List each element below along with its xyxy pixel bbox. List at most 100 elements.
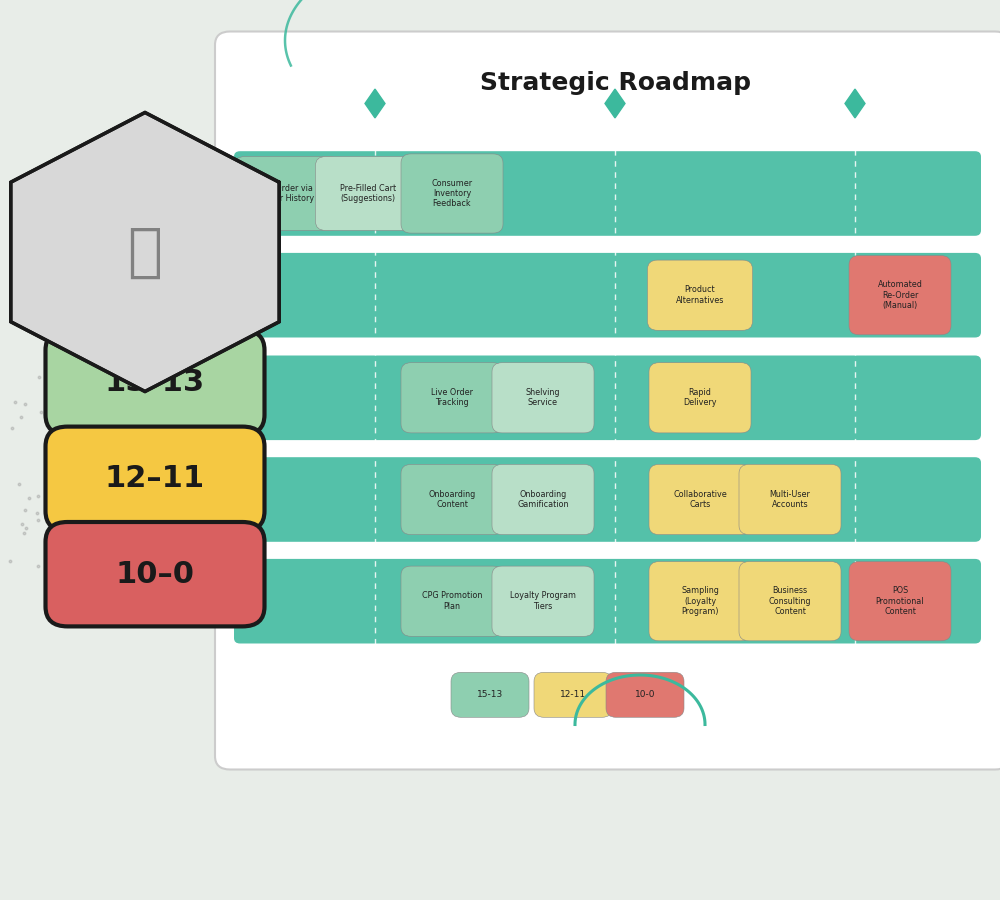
Text: CPG Promotion
Plan: CPG Promotion Plan bbox=[422, 591, 482, 611]
Point bbox=[774, 728, 790, 742]
Point bbox=[79, 540, 95, 554]
Point bbox=[690, 656, 706, 670]
Point bbox=[803, 683, 819, 698]
Point bbox=[906, 644, 922, 658]
Point bbox=[702, 734, 718, 749]
FancyBboxPatch shape bbox=[649, 562, 751, 641]
Text: Live Order
Tracking: Live Order Tracking bbox=[431, 388, 473, 408]
Point bbox=[818, 659, 834, 673]
Text: Pre-Filled Cart
(Suggestions): Pre-Filled Cart (Suggestions) bbox=[340, 184, 396, 203]
Point bbox=[687, 715, 703, 729]
FancyBboxPatch shape bbox=[234, 457, 981, 542]
Point bbox=[112, 507, 128, 521]
Point bbox=[40, 563, 56, 578]
Point bbox=[823, 641, 839, 655]
Point bbox=[927, 694, 943, 708]
Point bbox=[2, 554, 18, 568]
Point bbox=[820, 724, 836, 739]
Polygon shape bbox=[605, 89, 625, 118]
Point bbox=[171, 380, 187, 394]
Point bbox=[176, 390, 192, 404]
FancyBboxPatch shape bbox=[234, 253, 981, 338]
Point bbox=[703, 742, 719, 757]
Text: Collaborative
Carts: Collaborative Carts bbox=[673, 490, 727, 509]
Point bbox=[193, 394, 209, 409]
Point bbox=[949, 744, 965, 759]
Point bbox=[102, 356, 118, 370]
FancyBboxPatch shape bbox=[739, 562, 841, 641]
Point bbox=[857, 680, 873, 695]
Point bbox=[687, 626, 703, 641]
Point bbox=[912, 624, 928, 638]
Point bbox=[718, 668, 734, 682]
Point bbox=[170, 358, 186, 373]
Point bbox=[949, 729, 965, 743]
Point bbox=[151, 479, 167, 493]
Point bbox=[872, 686, 888, 700]
Point bbox=[199, 363, 215, 377]
FancyBboxPatch shape bbox=[316, 157, 420, 230]
Point bbox=[63, 473, 79, 488]
Point bbox=[966, 706, 982, 720]
Point bbox=[140, 433, 156, 447]
Point bbox=[74, 486, 90, 500]
Point bbox=[17, 502, 33, 517]
Point bbox=[169, 438, 185, 453]
Point bbox=[122, 355, 138, 369]
Point bbox=[165, 364, 181, 379]
Text: The easiest and most intuitive
way to manage a tiendita: The easiest and most intuitive way to ma… bbox=[63, 489, 235, 510]
Text: 15–13: 15–13 bbox=[105, 368, 205, 397]
Point bbox=[748, 647, 764, 662]
Point bbox=[128, 450, 144, 464]
Point bbox=[202, 533, 218, 547]
Text: Product
Alternatives: Product Alternatives bbox=[676, 285, 724, 305]
Text: Never run out of
stock: Never run out of stock bbox=[142, 284, 235, 306]
FancyBboxPatch shape bbox=[401, 464, 503, 535]
Point bbox=[65, 440, 81, 454]
Point bbox=[970, 691, 986, 706]
Point bbox=[158, 509, 174, 524]
Point bbox=[906, 664, 922, 679]
Point bbox=[60, 517, 76, 531]
Point bbox=[162, 546, 178, 561]
Point bbox=[894, 626, 910, 640]
Point bbox=[90, 392, 106, 407]
Point bbox=[67, 518, 83, 533]
Point bbox=[961, 689, 977, 704]
Point bbox=[948, 718, 964, 733]
Point bbox=[17, 397, 33, 411]
Text: 12–11: 12–11 bbox=[105, 464, 205, 493]
Text: Onboarding
Gamification: Onboarding Gamification bbox=[517, 490, 569, 509]
Point bbox=[935, 636, 951, 651]
Point bbox=[163, 441, 179, 455]
Text: Focus on what you do best:
consulting and selling: Focus on what you do best: consulting an… bbox=[81, 387, 235, 409]
Point bbox=[115, 562, 131, 576]
Point bbox=[872, 644, 888, 659]
Point bbox=[97, 566, 113, 580]
Point bbox=[746, 677, 762, 691]
FancyBboxPatch shape bbox=[492, 464, 594, 535]
Point bbox=[814, 706, 830, 720]
Point bbox=[200, 444, 216, 458]
FancyBboxPatch shape bbox=[492, 363, 594, 433]
Text: 10-0: 10-0 bbox=[635, 690, 655, 699]
Text: Onboarding
Content: Onboarding Content bbox=[428, 490, 476, 509]
FancyBboxPatch shape bbox=[648, 260, 753, 330]
Point bbox=[783, 714, 799, 728]
Text: POS
Promotional
Content: POS Promotional Content bbox=[876, 586, 924, 616]
Point bbox=[705, 669, 721, 683]
Point bbox=[97, 533, 113, 547]
Point bbox=[30, 513, 46, 527]
Point bbox=[683, 735, 699, 750]
Point bbox=[77, 516, 93, 530]
Point bbox=[16, 526, 32, 541]
Point bbox=[704, 688, 720, 702]
Point bbox=[972, 661, 988, 675]
Text: Loyalty Program
Tiers: Loyalty Program Tiers bbox=[510, 591, 576, 611]
Point bbox=[709, 704, 725, 718]
Point bbox=[30, 489, 46, 503]
Text: Rapid
Delivery: Rapid Delivery bbox=[683, 388, 717, 408]
Point bbox=[764, 719, 780, 733]
Point bbox=[765, 637, 781, 652]
Point bbox=[67, 535, 83, 549]
